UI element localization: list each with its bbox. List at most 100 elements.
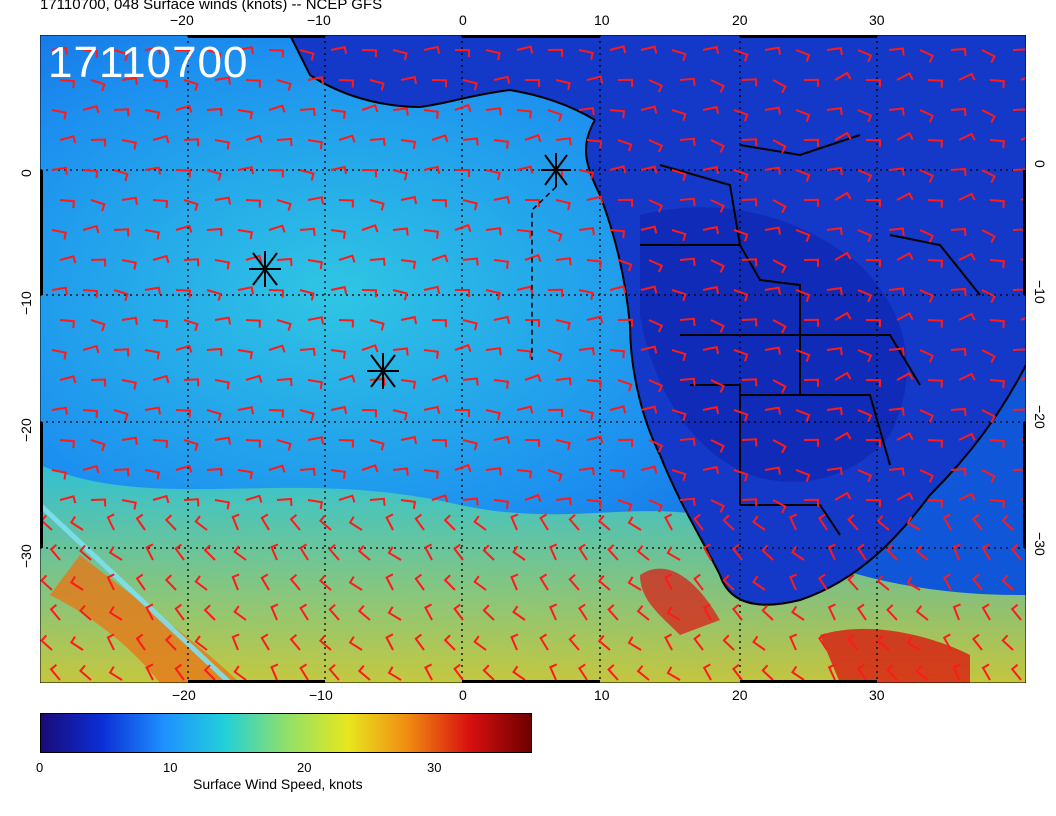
lat-tick-left: −10 — [18, 291, 34, 315]
wind-barb — [473, 515, 487, 531]
wind-barb — [206, 107, 223, 117]
wind-barb — [90, 138, 107, 147]
wind-barb — [764, 466, 781, 475]
wind-barb — [276, 377, 293, 387]
wind-barb — [547, 48, 564, 57]
wind-barb — [121, 196, 138, 205]
wind-barb — [183, 378, 200, 387]
wind-barb — [183, 199, 199, 212]
wind-barb — [578, 49, 594, 61]
wind-barb — [981, 469, 996, 484]
wind-barb — [834, 311, 852, 321]
wind-barb — [919, 229, 935, 243]
wind-barb — [856, 543, 867, 561]
wind-barb — [270, 663, 279, 681]
wind-barb — [493, 315, 511, 324]
wind-barb — [299, 603, 309, 621]
wind-barb — [971, 513, 983, 531]
wind-barb — [989, 439, 1005, 449]
wind-barb — [51, 286, 68, 295]
wind-barb — [865, 499, 882, 508]
wind-barb — [51, 166, 68, 175]
wind-barb — [385, 513, 394, 531]
wind-barb — [485, 289, 501, 301]
wind-barb — [803, 498, 820, 507]
wind-barb — [338, 79, 355, 88]
wind-barb — [387, 546, 402, 561]
wind-barb — [896, 132, 914, 141]
wind-barb — [40, 574, 53, 591]
wind-barb — [423, 109, 440, 119]
wind-barb — [886, 664, 898, 681]
wind-barb — [260, 633, 270, 651]
wind-barb — [950, 347, 967, 357]
wind-barb — [818, 633, 828, 651]
wind-barb — [640, 105, 658, 114]
wind-barb — [847, 514, 859, 531]
wind-barb — [989, 319, 1005, 329]
wind-barb — [555, 137, 572, 146]
wind-barb — [431, 254, 449, 263]
wind-barb — [524, 373, 542, 383]
wind-barb — [981, 349, 996, 364]
wind-barb — [237, 229, 253, 240]
wind-barb — [152, 319, 169, 329]
wind-barb — [392, 289, 408, 301]
wind-barb — [547, 229, 563, 242]
wind-barb — [1020, 376, 1026, 381]
wind-barb — [919, 349, 935, 363]
wind-barb — [555, 79, 571, 91]
wind-barb — [152, 134, 170, 144]
wind-barb — [555, 497, 572, 506]
wind-barb — [318, 634, 332, 651]
wind-barb — [826, 406, 843, 416]
wind-barb — [82, 464, 100, 474]
wind-barb — [578, 543, 588, 561]
wind-barb — [318, 574, 332, 591]
wind-barb — [174, 543, 185, 561]
wind-barb — [516, 109, 532, 119]
wind-barb — [847, 634, 859, 651]
wind-barb — [493, 195, 511, 204]
wind-barb — [485, 409, 501, 421]
wind-barb — [856, 603, 867, 621]
wind-barb — [888, 467, 905, 476]
wind-barb — [555, 257, 572, 266]
wind-barb — [950, 407, 967, 417]
wind-barb — [648, 319, 664, 333]
wind-barb — [276, 257, 293, 267]
wind-barb — [268, 49, 285, 58]
wind-barb — [609, 109, 625, 119]
wind-barb — [827, 603, 836, 621]
wind-barb — [245, 494, 263, 503]
wind-barb — [547, 469, 563, 482]
colorbar-tick: 10 — [163, 760, 178, 775]
wind-barb — [454, 343, 472, 353]
wind-barb — [462, 377, 479, 386]
wind-barb — [510, 633, 519, 651]
wind-barb — [49, 544, 61, 561]
wind-barb — [144, 166, 161, 175]
wind-barb — [539, 573, 549, 591]
wind-barb — [865, 439, 882, 448]
wind-barb — [679, 437, 696, 446]
wind-barb — [741, 378, 758, 387]
wind-barb — [330, 285, 348, 295]
wind-barb — [175, 289, 192, 298]
wind-barb — [578, 106, 595, 116]
lat-tick-right: −20 — [1032, 405, 1048, 429]
wind-barb — [586, 315, 604, 324]
wind-barb — [348, 576, 363, 591]
wind-barb — [607, 604, 619, 621]
wind-barb — [330, 469, 347, 480]
wind-barb — [666, 606, 681, 621]
wind-barb — [826, 106, 843, 116]
wind-barb — [106, 573, 115, 591]
wind-barb — [206, 467, 223, 477]
wind-barb — [578, 663, 588, 681]
wind-barb — [981, 409, 996, 424]
wind-barb — [512, 665, 526, 681]
wind-barb — [328, 544, 340, 561]
wind-barb — [827, 543, 836, 561]
wind-barb — [516, 405, 534, 414]
